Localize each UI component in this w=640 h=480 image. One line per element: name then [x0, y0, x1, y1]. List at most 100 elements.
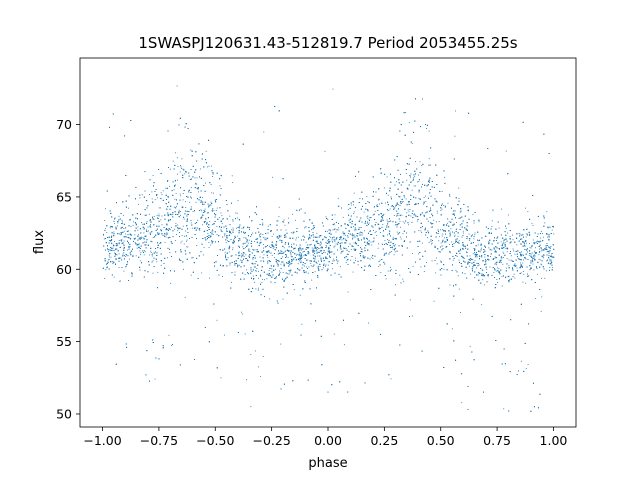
data-point	[513, 250, 515, 252]
data-point	[428, 130, 430, 132]
data-point	[542, 257, 544, 259]
data-point	[216, 207, 218, 209]
data-point	[458, 259, 460, 261]
data-point	[243, 236, 245, 238]
data-point	[520, 243, 521, 245]
data-point	[392, 248, 394, 250]
data-point	[154, 199, 156, 201]
data-point	[340, 244, 341, 246]
data-point	[539, 251, 540, 253]
data-point	[255, 270, 257, 272]
data-point	[208, 242, 210, 244]
data-point	[504, 242, 506, 244]
data-point	[236, 227, 237, 229]
data-point	[368, 219, 370, 221]
data-point	[231, 281, 233, 283]
data-point	[475, 256, 477, 257]
data-point	[180, 214, 181, 216]
data-point	[169, 168, 171, 170]
data-point	[278, 215, 280, 217]
data-point	[213, 210, 215, 212]
data-point	[421, 164, 423, 166]
data-point	[333, 333, 335, 335]
data-point	[446, 222, 448, 224]
data-point	[529, 242, 530, 244]
data-point	[502, 263, 504, 265]
data-point	[227, 240, 229, 242]
data-point	[262, 356, 264, 357]
data-point	[540, 248, 542, 250]
data-point	[507, 232, 509, 234]
data-point	[370, 217, 372, 218]
data-point	[108, 259, 110, 260]
data-point	[547, 236, 548, 238]
data-point	[154, 378, 156, 380]
data-point	[406, 179, 408, 181]
data-point	[411, 253, 413, 254]
data-point	[379, 259, 381, 261]
data-point	[456, 222, 458, 223]
data-point	[183, 235, 185, 237]
data-point	[305, 266, 307, 268]
data-point	[206, 166, 208, 168]
data-point	[182, 225, 184, 227]
data-point	[238, 246, 240, 248]
data-point	[440, 260, 442, 262]
data-point	[462, 244, 464, 246]
data-point	[489, 248, 491, 250]
data-point	[107, 248, 108, 249]
data-point	[457, 275, 459, 277]
data-point	[296, 244, 298, 246]
data-point	[538, 254, 540, 256]
data-point	[508, 259, 510, 261]
data-point	[131, 251, 133, 252]
data-point	[114, 240, 115, 242]
data-point	[463, 257, 465, 259]
data-point	[500, 261, 502, 263]
data-point	[506, 257, 508, 259]
data-point	[347, 234, 349, 236]
data-point	[258, 366, 259, 368]
data-point	[209, 277, 210, 279]
data-point	[523, 273, 525, 275]
data-point	[149, 194, 150, 195]
data-point	[500, 256, 502, 258]
data-point	[104, 278, 106, 279]
data-point	[301, 323, 303, 325]
data-point	[141, 222, 142, 223]
data-point	[277, 264, 279, 266]
data-point	[216, 234, 218, 235]
data-point	[435, 221, 437, 223]
data-point	[505, 150, 507, 152]
data-point	[260, 239, 262, 241]
data-point	[246, 269, 247, 271]
data-point	[514, 253, 516, 255]
data-point	[512, 239, 514, 241]
data-point	[290, 255, 292, 257]
data-point	[484, 256, 486, 258]
data-point	[288, 246, 290, 248]
data-point	[273, 266, 274, 267]
data-point	[262, 222, 264, 224]
data-point	[125, 233, 126, 235]
data-point	[377, 243, 379, 245]
data-point	[521, 253, 523, 255]
data-point	[363, 237, 365, 239]
data-point	[356, 235, 358, 237]
data-point	[118, 215, 120, 217]
data-point	[277, 220, 279, 222]
data-point	[421, 232, 423, 233]
data-point	[430, 226, 432, 228]
data-point	[287, 256, 289, 258]
data-point	[209, 220, 211, 222]
data-point	[166, 233, 168, 235]
data-point	[202, 197, 204, 199]
data-point	[366, 222, 368, 224]
data-point	[449, 284, 451, 286]
data-point	[458, 240, 460, 242]
data-point	[353, 211, 355, 213]
data-point	[118, 243, 120, 245]
data-point	[117, 222, 119, 224]
data-point	[367, 217, 369, 219]
data-point	[306, 248, 307, 250]
